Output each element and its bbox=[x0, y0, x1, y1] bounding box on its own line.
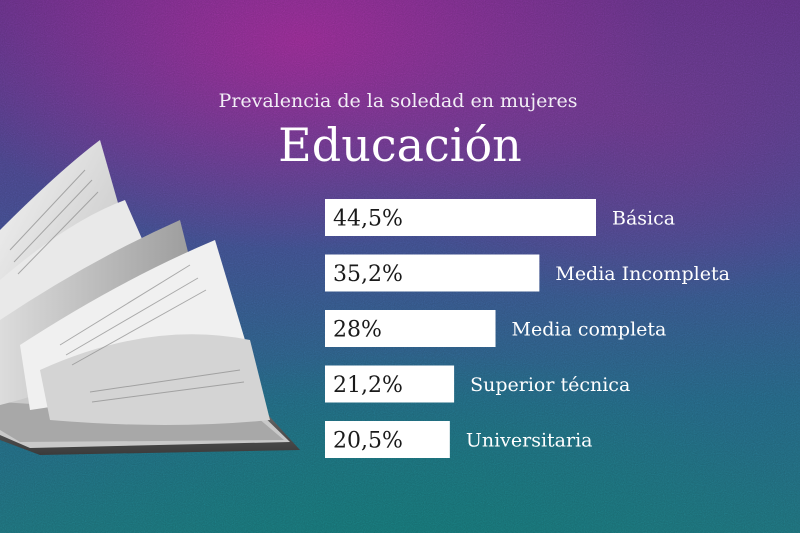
bar-value-label: 35,2% bbox=[333, 262, 403, 287]
bar-group: 35,2% Media Incompleta bbox=[325, 254, 730, 292]
bar bbox=[325, 254, 540, 292]
bar-category-label: Media completa bbox=[512, 319, 667, 341]
bar-group: 21,2% Superior técnica bbox=[325, 365, 630, 403]
chart-title: Educación bbox=[278, 118, 522, 172]
open-book-illustration bbox=[0, 140, 300, 455]
bar-category-label: Media Incompleta bbox=[555, 263, 730, 285]
chart-subtitle: Prevalencia de la soledad en mujeres bbox=[218, 90, 578, 112]
bar-group: 28% Media completa bbox=[325, 310, 666, 347]
bar bbox=[325, 365, 455, 403]
bar-value-label: 44,5% bbox=[333, 207, 403, 232]
bar-value-label: 28% bbox=[333, 318, 382, 343]
bar-category-label: Superior técnica bbox=[470, 374, 630, 396]
bar-group: 20,5% Universitaria bbox=[325, 421, 593, 458]
bar-value-label: 20,5% bbox=[333, 429, 403, 454]
bar bbox=[325, 421, 450, 458]
bar-category-label: Básica bbox=[612, 208, 675, 230]
bar bbox=[325, 199, 596, 236]
bar-category-label: Universitaria bbox=[466, 430, 593, 452]
bar-value-label: 21,2% bbox=[333, 373, 403, 398]
bar-group: 44,5% Básica bbox=[325, 199, 675, 236]
bar bbox=[325, 310, 496, 347]
